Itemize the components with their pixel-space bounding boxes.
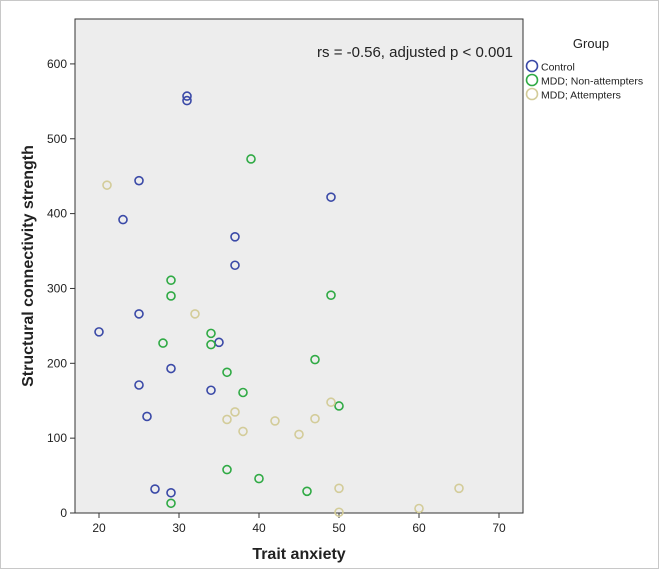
legend-title: Group [573, 36, 609, 51]
data-point [246, 154, 256, 164]
data-point [454, 483, 464, 494]
data-point [158, 338, 168, 348]
data-point [334, 483, 344, 494]
y-tick-label: 100 [47, 431, 67, 445]
data-point [222, 464, 232, 475]
data-point [94, 327, 104, 337]
data-point [326, 192, 336, 202]
data-point [230, 260, 240, 271]
data-point [414, 503, 424, 514]
data-point [326, 290, 336, 300]
legend-marker [525, 59, 539, 73]
legend-entry-label: MDD; Non-attempters [541, 76, 643, 88]
x-axis-label: Trait anxiety [252, 546, 345, 563]
legend-marker [525, 73, 539, 87]
data-point [238, 426, 248, 437]
y-tick-label: 400 [47, 207, 67, 221]
y-axis-label: Structural connectivity strength [20, 145, 37, 387]
data-point [206, 328, 216, 339]
data-point [230, 232, 240, 242]
data-point [230, 407, 240, 417]
data-point [238, 387, 248, 398]
data-point [182, 95, 192, 106]
x-tick-label: 40 [252, 521, 266, 535]
y-axis: 0 100 200 300 400 500 600 [47, 57, 75, 520]
data-point [310, 354, 320, 365]
data-point [302, 486, 312, 497]
data-point [134, 175, 144, 186]
x-tick-label: 60 [412, 521, 426, 535]
data-point [134, 309, 144, 319]
y-tick-label: 200 [47, 356, 67, 370]
x-tick-label: 30 [172, 521, 186, 535]
y-tick-label: 0 [60, 506, 67, 520]
data-point [222, 367, 232, 378]
data-point [166, 275, 176, 286]
data-point [222, 414, 232, 425]
data-points [94, 91, 464, 518]
data-point [182, 91, 192, 101]
data-point [142, 411, 152, 422]
data-point [150, 484, 160, 494]
legend-marker [525, 87, 539, 101]
legend: Group Control MDD; Non-attempters MDD; Att… [525, 36, 643, 102]
data-point [134, 380, 144, 390]
data-point [166, 363, 176, 374]
y-tick-label: 500 [47, 132, 67, 146]
data-point [166, 498, 176, 509]
data-point [326, 397, 336, 408]
data-point [334, 507, 344, 518]
y-tick-label: 600 [47, 57, 67, 71]
data-point [254, 473, 264, 484]
data-point [206, 339, 216, 350]
x-tick-label: 20 [92, 521, 106, 535]
legend-entry-label: Control [541, 62, 575, 74]
data-point [118, 214, 128, 225]
data-point [166, 291, 176, 301]
y-tick-label: 300 [47, 281, 67, 295]
data-point [294, 429, 304, 440]
data-point [206, 385, 216, 396]
data-point [166, 487, 176, 498]
data-point [102, 180, 112, 190]
stat-annotation: rs = -0.56, adjusted p < 0.001 [317, 44, 513, 61]
x-tick-label: 70 [492, 521, 506, 535]
x-tick-label: 50 [332, 521, 346, 535]
x-axis: 20 30 40 50 60 70 [92, 513, 506, 535]
data-point [310, 413, 320, 424]
legend-entry-label: MDD; Attempters [541, 90, 621, 102]
data-point [190, 309, 200, 319]
data-point [334, 401, 344, 411]
data-point [270, 416, 280, 426]
